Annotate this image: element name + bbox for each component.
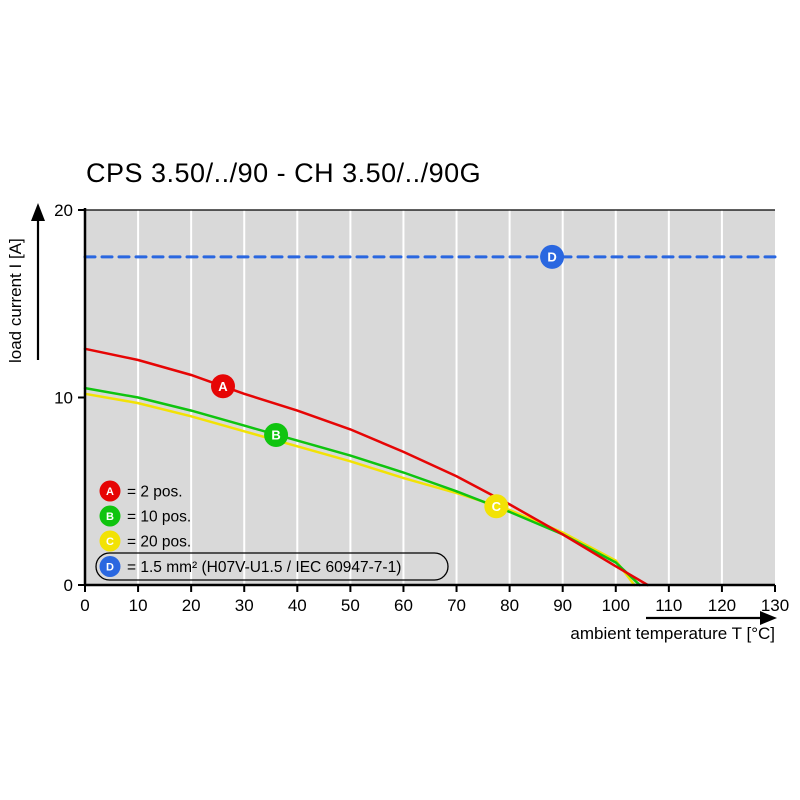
curve-marker-letter-B: B [271, 428, 280, 443]
x-axis-arrow-head [760, 611, 777, 625]
legend-marker-D [99, 556, 121, 577]
x-tick-label-110: 110 [655, 596, 682, 615]
y-tick-label-0: 0 [64, 576, 73, 595]
curve-marker-A [211, 374, 235, 399]
legend-marker-A [99, 480, 121, 502]
curve-marker-letter-C: C [492, 499, 502, 514]
x-tick-label-50: 50 [341, 596, 360, 615]
x-tick-label-20: 20 [182, 596, 201, 615]
x-tick-label-0: 0 [80, 596, 89, 615]
legend-marker-B [99, 505, 121, 527]
legend-label-D: = 1.5 mm² (H07V-U1.5 / IEC 60947-7-1) [127, 559, 401, 576]
legend-marker-letter-D: D [106, 562, 114, 574]
curve-A [83, 347, 649, 587]
curve-C [83, 392, 636, 587]
y-tick-label-10: 10 [54, 389, 73, 408]
x-tick-label-130: 130 [761, 596, 789, 615]
x-tick-label-100: 100 [602, 596, 630, 615]
legend-marker-letter-C: C [106, 536, 114, 548]
y-tick-label-20: 20 [54, 201, 73, 220]
curve-marker-letter-A: A [218, 379, 228, 394]
x-tick-label-30: 30 [235, 596, 254, 615]
chart-title: CPS 3.50/../90 - CH 3.50/../90G [86, 158, 482, 188]
legend-label-C: = 20 pos. [127, 534, 191, 551]
x-tick-label-10: 10 [129, 596, 148, 615]
plot-area [85, 210, 775, 585]
x-tick-label-60: 60 [394, 596, 413, 615]
curve-marker-letter-D: D [547, 249, 556, 264]
x-tick-label-40: 40 [288, 596, 307, 615]
legend-box-D [95, 552, 449, 581]
legend-label-A: = 2 pos. [127, 484, 183, 501]
x-tick-label-70: 70 [447, 596, 466, 615]
legend-marker-C [99, 530, 121, 552]
x-tick-label-120: 120 [708, 596, 736, 615]
curve-marker-C [484, 494, 509, 519]
legend-marker-letter-A: A [106, 486, 114, 498]
curve-marker-D [540, 244, 565, 269]
y-axis-arrow-head [31, 203, 45, 221]
legend-label-B: = 10 pos. [127, 509, 191, 526]
x-axis-label: ambient temperature T [°C] [570, 624, 775, 643]
x-tick-label-80: 80 [500, 596, 519, 615]
x-tick-label-90: 90 [553, 596, 572, 615]
curve-marker-B [264, 423, 289, 447]
legend-marker-letter-B: B [106, 511, 114, 523]
